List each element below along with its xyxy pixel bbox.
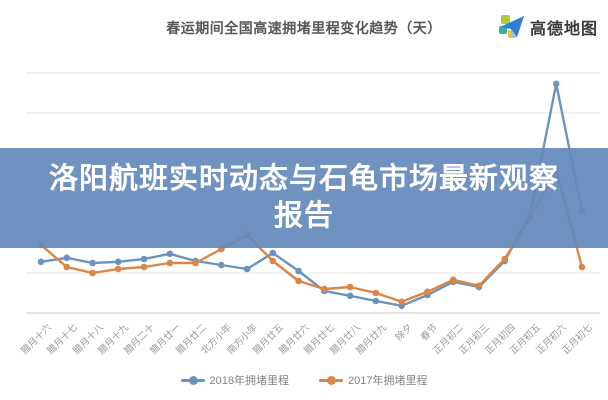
legend-label: 2017年拥堵里程 [348,375,428,387]
data-point [449,276,457,284]
data-point [295,277,302,285]
data-point [295,267,302,275]
overlay-title-line1: 洛阳航班实时动态与石龟市场最新观察 [48,163,559,195]
data-point [398,298,405,306]
data-point [424,288,431,296]
data-point [166,250,174,258]
data-point [321,285,328,293]
series-line-2017 [39,168,584,303]
data-point [89,269,96,277]
data-point [140,263,148,271]
data-point [166,259,174,267]
data-point [501,255,508,263]
data-point [37,258,45,266]
legend-item-2017[interactable]: 2017年拥堵里程 [319,372,427,388]
overlay-title-line2: 报告 [273,200,334,232]
legend-marker [180,375,205,385]
data-point [218,261,225,269]
data-point [243,265,251,273]
amap-logo: 高德地图 [498,13,598,40]
chart-title: 春运期间全国高速拥堵里程变化趋势（天） [166,20,442,36]
amap-logo-text: 高德地图 [529,20,598,38]
data-point [269,249,277,257]
overlay-banner: 洛阳航班实时动态与石龟市场最新观察 报告 [0,148,608,248]
data-point [114,265,122,273]
data-point [346,283,354,291]
paper-plane-icon [498,13,525,40]
legend-item-2018[interactable]: 2018年拥堵里程 [180,372,289,388]
data-point [63,254,71,262]
legend-label: 2018年拥堵里程 [209,375,289,387]
data-point [192,259,199,267]
data-point [475,282,483,290]
data-point [89,259,96,267]
data-point [269,257,277,265]
data-point [578,263,586,271]
legend: 2018年拥堵里程 2017年拥堵里程 [0,372,608,388]
data-point [114,258,122,266]
data-point [552,80,560,88]
legend-marker [319,375,343,385]
data-point [140,255,148,263]
data-point [63,263,71,271]
data-point [372,289,380,297]
data-point [372,297,380,305]
data-point [346,292,354,300]
